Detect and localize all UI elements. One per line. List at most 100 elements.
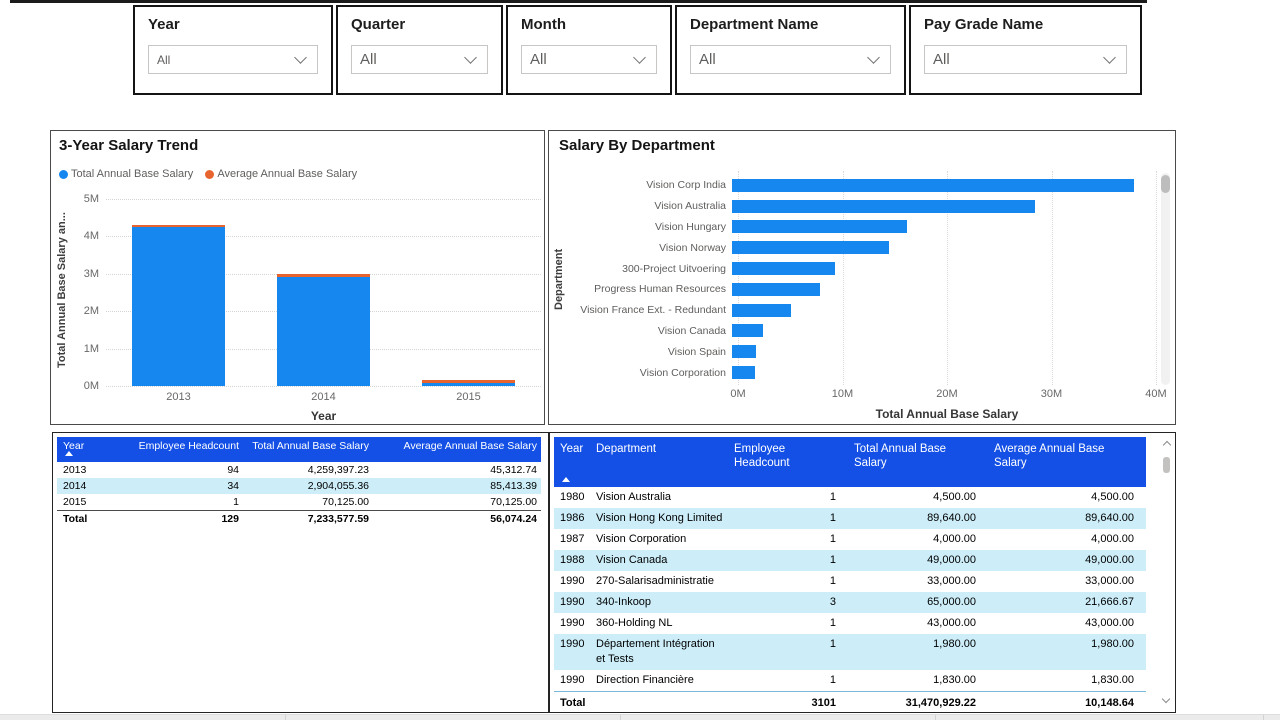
top-border-line xyxy=(10,0,1147,3)
cell-total-annual-base-salary: 4,259,397.23 xyxy=(307,464,369,476)
slicer-department-name: Department Name All xyxy=(675,5,906,95)
dept-bar-vision-canada[interactable] xyxy=(732,324,763,338)
column-header-department[interactable]: Department xyxy=(596,443,657,455)
trend-legend: Total Annual Base Salary Average Annual B… xyxy=(59,168,357,180)
cell-department: Vision Australia xyxy=(596,491,672,503)
table-row[interactable]: 1988 Vision Canada 1 49,000.00 49,000.00 xyxy=(554,550,1146,571)
salary-by-department-chart: Salary By Department Department Vision C… xyxy=(548,130,1176,425)
dept-bar-300-project-uitvoering[interactable] xyxy=(732,262,835,276)
total-cell: 3101 xyxy=(811,697,836,709)
table-scrollbar[interactable] xyxy=(1161,440,1172,704)
year-department-table: Year Department Employee Headcount Total An… xyxy=(554,437,1146,709)
trend-bar-2014[interactable] xyxy=(277,274,370,386)
scrollbar-divider xyxy=(1263,715,1264,720)
gridline xyxy=(1156,171,1157,385)
slicer-dropdown-pay-grade-name[interactable]: All xyxy=(924,45,1127,74)
table-header-row: Year Employee Headcount Total Annual Base … xyxy=(57,437,541,462)
table-row[interactable]: 1980 Vision Australia 1 4,500.00 4,500.00 xyxy=(554,487,1146,508)
total-salary-segment[interactable] xyxy=(277,277,370,386)
cell-average-annual-base-salary: 4,500.00 xyxy=(1091,491,1134,503)
table-row[interactable]: 2014 34 2,904,055.36 85,413.39 xyxy=(57,478,541,494)
dept-bar-vision-corporation[interactable] xyxy=(732,366,755,380)
trend-x-axis-title: Year xyxy=(310,409,337,423)
total-cell: Total xyxy=(63,513,88,525)
legend-item-total-annual-base-salary: Total Annual Base Salary xyxy=(59,168,193,180)
cell-department: Vision Corporation xyxy=(596,533,687,545)
slicer-dropdown-quarter[interactable]: All xyxy=(351,45,488,74)
dept-bar-vision-france-ext-redundant[interactable] xyxy=(732,303,791,317)
dept-bar-vision-norway[interactable] xyxy=(732,241,889,255)
slicer-dropdown-department-name[interactable]: All xyxy=(690,45,891,74)
dept-bar-row: Vision Norway xyxy=(549,237,1156,258)
table-scrollbar-thumb[interactable] xyxy=(1163,457,1170,473)
column-header-employee-headcount[interactable]: Employee Headcount xyxy=(138,440,239,452)
cell-department: Département Intégration et Tests xyxy=(596,638,715,665)
column-header-year[interactable]: Year xyxy=(57,437,125,462)
table-row[interactable]: 2013 94 4,259,397.23 45,312.74 xyxy=(57,462,541,478)
cell-employee-headcount: 1 xyxy=(829,512,836,524)
cell-employee-headcount: 1 xyxy=(829,554,836,566)
scroll-up-icon[interactable] xyxy=(1162,440,1171,450)
trend-bar-2013[interactable] xyxy=(132,225,225,386)
column-header-year[interactable]: Year xyxy=(554,437,590,487)
dept-x-axis-title: Total Annual Base Salary xyxy=(875,407,1019,421)
scroll-down-icon[interactable] xyxy=(1161,694,1171,704)
y-tick-label: 2M xyxy=(83,305,99,318)
table-row[interactable]: 1990 360-Holding NL 1 43,000.00 43,000.00 xyxy=(554,613,1146,634)
table-row[interactable]: 1987 Vision Corporation 1 4,000.00 4,000.00 xyxy=(554,529,1146,550)
dept-category-label: Progress Human Resources xyxy=(594,283,726,296)
column-header-average-annual-base-salary[interactable]: Average Annual Base Salary xyxy=(994,443,1105,469)
dept-chart-scrollbar-thumb[interactable] xyxy=(1161,175,1170,193)
dept-bar-vision-spain[interactable] xyxy=(732,345,756,359)
total-salary-segment[interactable] xyxy=(422,383,515,386)
cell-employee-headcount: 1 xyxy=(829,533,836,545)
table-row[interactable]: 1990 Département Intégration et Tests 1 1,9… xyxy=(554,634,1146,670)
dept-bar-row: Vision Canada xyxy=(549,321,1156,342)
table-row[interactable]: 2015 1 70,125.00 70,125.00 xyxy=(57,494,541,510)
cell-department: 340-Inkoop xyxy=(596,596,652,608)
legend-item-average-annual-base-salary: Average Annual Base Salary xyxy=(205,168,357,180)
slicer-title: Month xyxy=(521,16,566,33)
column-header-total-annual-base-salary[interactable]: Total Annual Base Salary xyxy=(252,440,369,452)
total-cell: 56,074.24 xyxy=(490,513,537,525)
slicer-dropdown-year[interactable]: All xyxy=(148,45,318,74)
gridline xyxy=(1051,171,1053,385)
dept-category-label: Vision Hungary xyxy=(654,220,726,233)
dept-chart-scrollbar[interactable] xyxy=(1161,173,1170,385)
dept-bar-vision-corp-india[interactable] xyxy=(732,178,1134,192)
dept-category-label: Vision Canada xyxy=(657,324,726,337)
cell-average-annual-base-salary: 4,000.00 xyxy=(1091,533,1134,545)
column-header-average-annual-base-salary[interactable]: Average Annual Base Salary xyxy=(403,440,537,452)
legend-label: Average Annual Base Salary xyxy=(217,168,358,180)
column-header-employee-headcount[interactable]: Employee Headcount xyxy=(734,443,790,469)
page-bottom-scrollbar[interactable] xyxy=(0,714,1280,720)
salary-by-year-table: Year Employee Headcount Total Annual Base … xyxy=(52,432,549,713)
total-cell: 31,470,929.22 xyxy=(905,697,976,709)
avg-salary-segment[interactable] xyxy=(422,380,515,383)
table-row[interactable]: 1990 340-Inkoop 3 65,000.00 21,666.67 xyxy=(554,592,1146,613)
x-tick-label: 0M xyxy=(730,388,746,400)
table-row[interactable]: 1990 270-Salarisadministratie 1 33,000.00 33… xyxy=(554,571,1146,592)
gridline xyxy=(106,199,541,200)
trend-bar-2015[interactable] xyxy=(422,380,515,386)
slicer-selected-value: All xyxy=(157,52,171,67)
dept-bar-progress-human-resources[interactable] xyxy=(732,282,820,296)
table-row[interactable]: 1990 Direction Financière 1 1,830.00 1,830.0… xyxy=(554,670,1146,691)
avg-salary-segment[interactable] xyxy=(132,225,225,227)
avg-salary-segment[interactable] xyxy=(277,274,370,277)
cell-department: Vision Hong Kong Limited xyxy=(596,512,723,524)
column-header-total-annual-base-salary[interactable]: Total Annual Base Salary xyxy=(854,443,947,469)
dept-bars: Vision Corp India Vision Australia Vision … xyxy=(549,175,1156,383)
x-tick-label: 2014 xyxy=(311,391,336,403)
slicer-dropdown-month[interactable]: All xyxy=(521,45,657,74)
cell-total-annual-base-salary: 43,000.00 xyxy=(927,617,976,629)
dept-bar-vision-australia[interactable] xyxy=(732,199,1035,213)
x-tick-label: 2015 xyxy=(456,391,481,403)
total-salary-segment[interactable] xyxy=(132,227,225,386)
cell-total-annual-base-salary: 1,980.00 xyxy=(933,638,976,650)
table-row[interactable]: 1986 Vision Hong Kong Limited 1 89,640.00 89… xyxy=(554,508,1146,529)
cell-employee-headcount: 1 xyxy=(829,617,836,629)
dept-bar-vision-hungary[interactable] xyxy=(732,220,907,234)
cell-year: 1990 xyxy=(560,617,585,629)
table-total-row: Total 3101 31,470,929.22 10,148.64 xyxy=(554,691,1146,712)
